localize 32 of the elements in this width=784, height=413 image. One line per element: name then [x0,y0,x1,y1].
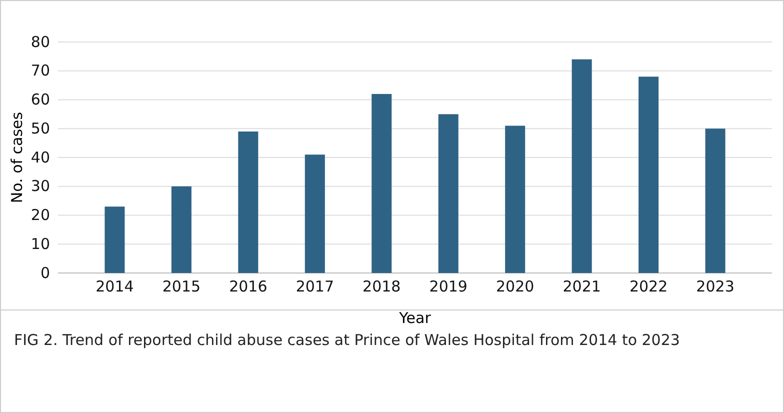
y-tick-label: 40 [30,148,50,166]
bar [104,206,125,273]
y-tick-label: 80 [30,32,50,51]
bar [572,59,592,273]
bar [372,94,392,273]
x-tick-label: 2017 [296,278,334,296]
x-tick-label: 2019 [429,278,468,296]
y-tick-label: 20 [30,206,50,224]
y-tick-label: 30 [30,177,50,196]
y-tick-label: 50 [30,119,50,138]
x-axis-title: Year [398,309,432,327]
bar [238,132,258,273]
x-tick-label: 2015 [162,278,201,296]
bar [304,154,325,273]
x-tick-label: 2021 [562,278,601,296]
x-tick-label: 2023 [696,278,734,296]
x-tick-label: 2022 [629,278,668,296]
y-axis-title: No. of cases [8,112,26,204]
x-tick-label: 2016 [229,278,268,296]
bar [705,128,726,273]
bar [638,76,659,273]
x-tick-label: 2014 [96,278,134,296]
bar [171,186,192,273]
y-tick-label: 10 [30,234,50,253]
bar [505,126,526,273]
caption: FIG 2. Trend of reported child abuse cases at Prince of Wales Hospital from 2014 to 2023 [14,331,680,349]
y-tick-label: 60 [30,90,50,109]
y-tick-label: 70 [30,62,50,80]
y-tick-label: 0 [40,264,50,282]
x-tick-label: 2018 [362,278,401,296]
x-tick-label: 2020 [496,278,534,296]
bar [438,114,458,273]
